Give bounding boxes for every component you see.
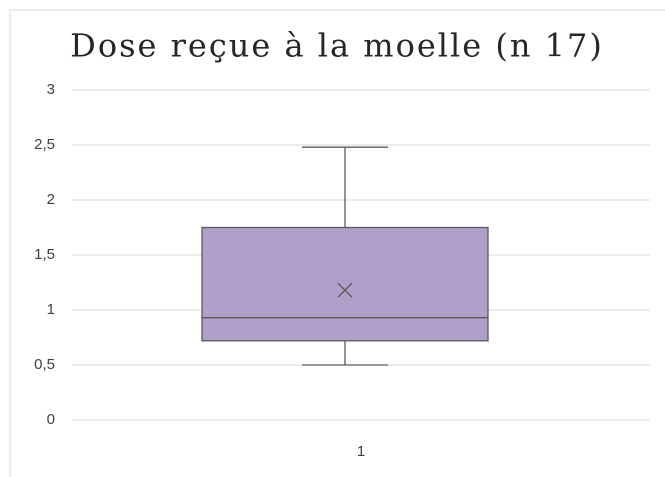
y-tick-label: 3	[47, 81, 55, 98]
y-tick-label: 0,5	[34, 356, 55, 373]
y-tick-label: 2,5	[34, 136, 55, 153]
chart-border	[9, 9, 665, 477]
y-tick-label: 0	[47, 411, 55, 428]
y-tick-label: 1	[47, 301, 55, 318]
y-tick-label: 2	[47, 191, 55, 208]
chart-title: Dose reçue à la moelle (n 17)	[70, 27, 604, 65]
mean-marker	[337, 282, 353, 298]
x-tick-label: 1	[357, 443, 365, 460]
box	[201, 226, 489, 342]
y-tick-label: 1,5	[34, 246, 55, 263]
mean-stroke	[337, 282, 353, 298]
